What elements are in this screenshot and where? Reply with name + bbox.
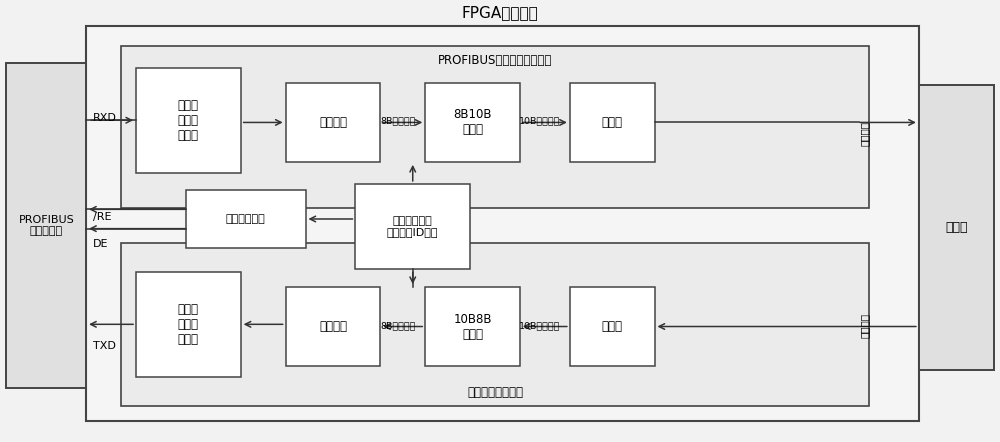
Text: 报文数据、环
网状态、ID转发: 报文数据、环 网状态、ID转发 [387, 216, 438, 237]
Bar [355, 184, 470, 270]
Bar [570, 287, 655, 366]
Bar [425, 287, 520, 366]
Bar [286, 83, 380, 162]
Text: 解串器: 解串器 [602, 320, 623, 333]
Text: 8B并行数据: 8B并行数据 [381, 321, 416, 330]
Bar [186, 191, 306, 248]
Text: 并串转换: 并串转换 [319, 320, 347, 333]
Text: 收发状态判断: 收发状态判断 [226, 214, 266, 224]
Text: 10B8B
解码器: 10B8B 解码器 [453, 312, 492, 340]
Text: 10B并行数据: 10B并行数据 [519, 321, 561, 330]
Text: /RE: /RE [93, 212, 112, 222]
Bar [136, 272, 241, 377]
Text: 发送报
文数据
缓存区: 发送报 文数据 缓存区 [178, 303, 199, 346]
Text: FPGA数据处理: FPGA数据处理 [462, 6, 538, 21]
Text: 串并转换: 串并转换 [319, 116, 347, 129]
Bar [86, 26, 919, 421]
Bar [919, 85, 994, 370]
Text: 8B并行数据: 8B并行数据 [381, 117, 416, 126]
Text: 接收报
文数据
缓存区: 接收报 文数据 缓存区 [178, 99, 199, 142]
Text: 10B并行数据: 10B并行数据 [519, 117, 561, 126]
Text: 串行数据: 串行数据 [860, 313, 870, 338]
Bar [425, 83, 520, 162]
Text: PROFIBUS接口数据处理模块: PROFIBUS接口数据处理模块 [438, 53, 552, 67]
Text: 串行器: 串行器 [602, 116, 623, 129]
Bar [121, 243, 869, 405]
Text: 光模块: 光模块 [945, 221, 967, 234]
Text: PROFIBUS
隔离收发器: PROFIBUS 隔离收发器 [18, 215, 74, 236]
Bar [286, 287, 380, 366]
Text: TXD: TXD [93, 341, 116, 351]
Text: RXD: RXD [93, 113, 117, 123]
Text: 串行数据: 串行数据 [860, 121, 870, 146]
Bar [121, 46, 869, 208]
Text: DE: DE [93, 239, 109, 249]
Bar [136, 68, 241, 173]
Bar [6, 63, 86, 388]
Text: 8B10B
编码器: 8B10B 编码器 [453, 108, 492, 137]
Bar [570, 83, 655, 162]
Text: 光口数据处理模块: 光口数据处理模块 [467, 386, 523, 400]
